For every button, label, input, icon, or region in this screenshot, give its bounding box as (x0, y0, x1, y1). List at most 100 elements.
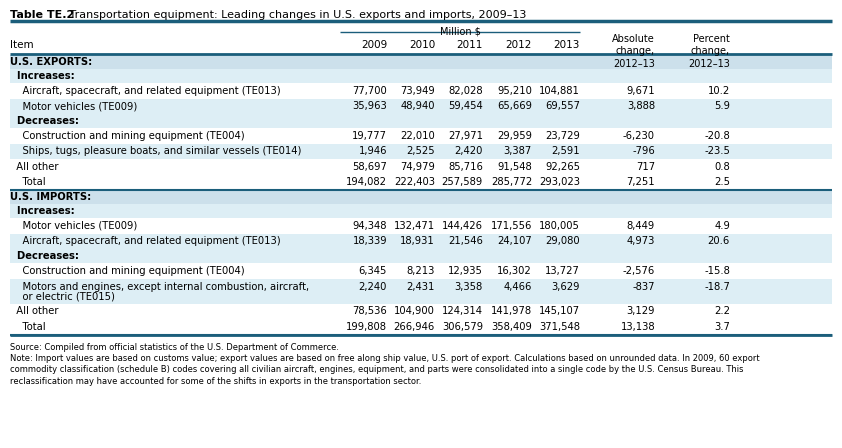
Text: 1,946: 1,946 (359, 146, 387, 156)
Text: Aircraft, spacecraft, and related equipment (TE013): Aircraft, spacecraft, and related equipm… (10, 236, 280, 246)
Text: 8,213: 8,213 (407, 266, 435, 276)
Text: 171,556: 171,556 (491, 221, 532, 231)
Text: 2010: 2010 (408, 40, 435, 50)
Text: 0.8: 0.8 (714, 162, 730, 172)
Text: 2013: 2013 (554, 40, 580, 50)
Text: U.S. IMPORTS:: U.S. IMPORTS: (10, 192, 91, 202)
Text: 2,240: 2,240 (359, 281, 387, 292)
Text: Million $: Million $ (440, 26, 481, 36)
Text: 29,959: 29,959 (497, 131, 532, 141)
Text: 222,403: 222,403 (394, 177, 435, 187)
Text: Increases:: Increases: (10, 206, 75, 216)
Text: Source: Compiled from official statistics of the U.S. Department of Commerce.: Source: Compiled from official statistic… (10, 343, 339, 352)
Text: -18.7: -18.7 (704, 281, 730, 292)
Text: 104,881: 104,881 (539, 86, 580, 96)
Text: 10.2: 10.2 (708, 86, 730, 96)
Text: -2,576: -2,576 (623, 266, 655, 276)
Text: 285,772: 285,772 (491, 177, 532, 187)
Bar (10, 279, 832, 303)
Text: 48,940: 48,940 (401, 101, 435, 111)
Text: 95,210: 95,210 (497, 86, 532, 96)
Text: 18,339: 18,339 (352, 236, 387, 246)
Text: 3,358: 3,358 (455, 281, 483, 292)
Bar (10, 55, 832, 69)
Text: 19,777: 19,777 (352, 131, 387, 141)
Text: 293,023: 293,023 (539, 177, 580, 187)
Bar (10, 69, 832, 83)
Text: Increases:: Increases: (10, 71, 75, 81)
Text: 4.9: 4.9 (714, 221, 730, 231)
Bar (10, 204, 832, 218)
Bar (10, 99, 832, 114)
Text: 2009: 2009 (360, 40, 387, 50)
Text: Absolute
change,
2012–13: Absolute change, 2012–13 (612, 34, 655, 69)
Text: 82,028: 82,028 (449, 86, 483, 96)
Text: 257,589: 257,589 (442, 177, 483, 187)
Text: 16,302: 16,302 (498, 266, 532, 276)
Text: 3,387: 3,387 (504, 146, 532, 156)
Text: 132,471: 132,471 (394, 221, 435, 231)
Text: 59,454: 59,454 (448, 101, 483, 111)
Text: or electric (TE015): or electric (TE015) (10, 292, 115, 302)
Text: 77,700: 77,700 (352, 86, 387, 96)
Text: 8,449: 8,449 (626, 221, 655, 231)
Text: 144,426: 144,426 (442, 221, 483, 231)
Text: 29,080: 29,080 (546, 236, 580, 246)
Text: 13,727: 13,727 (545, 266, 580, 276)
Text: 74,979: 74,979 (400, 162, 435, 172)
Text: 13,138: 13,138 (621, 322, 655, 332)
Text: 21,546: 21,546 (448, 236, 483, 246)
Text: Construction and mining equipment (TE004): Construction and mining equipment (TE004… (10, 131, 245, 141)
Text: Table TE.2: Table TE.2 (10, 10, 74, 20)
Text: Motor vehicles (TE009): Motor vehicles (TE009) (10, 221, 137, 231)
Text: 73,949: 73,949 (400, 86, 435, 96)
Text: 91,548: 91,548 (498, 162, 532, 172)
Text: Decreases:: Decreases: (10, 116, 79, 126)
Text: 3,129: 3,129 (626, 306, 655, 316)
Text: -15.8: -15.8 (704, 266, 730, 276)
Text: 12,935: 12,935 (448, 266, 483, 276)
Text: 266,946: 266,946 (394, 322, 435, 332)
Text: 306,579: 306,579 (442, 322, 483, 332)
Text: 20.6: 20.6 (708, 236, 730, 246)
Text: 3,888: 3,888 (627, 101, 655, 111)
Text: 7,251: 7,251 (626, 177, 655, 187)
Text: 58,697: 58,697 (352, 162, 387, 172)
Text: 2,591: 2,591 (552, 146, 580, 156)
Text: 4,973: 4,973 (626, 236, 655, 246)
Text: 2012: 2012 (506, 40, 532, 50)
Text: 23,729: 23,729 (545, 131, 580, 141)
Text: 22,010: 22,010 (400, 131, 435, 141)
Text: 69,557: 69,557 (545, 101, 580, 111)
Text: U.S. EXPORTS:: U.S. EXPORTS: (10, 57, 93, 67)
Text: 2,525: 2,525 (407, 146, 435, 156)
Text: 3,629: 3,629 (552, 281, 580, 292)
Text: 717: 717 (636, 162, 655, 172)
Text: -796: -796 (632, 146, 655, 156)
Text: All other: All other (10, 162, 58, 172)
Text: All other: All other (10, 306, 58, 316)
Text: Note: Import values are based on customs value; export values are based on free : Note: Import values are based on customs… (10, 353, 759, 386)
Bar (10, 233, 832, 249)
Text: Construction and mining equipment (TE004): Construction and mining equipment (TE004… (10, 266, 245, 276)
Text: 24,107: 24,107 (498, 236, 532, 246)
Text: -20.8: -20.8 (704, 131, 730, 141)
Text: -23.5: -23.5 (704, 146, 730, 156)
Text: 180,005: 180,005 (539, 221, 580, 231)
Text: 35,963: 35,963 (352, 101, 387, 111)
Text: Decreases:: Decreases: (10, 251, 79, 261)
Text: 141,978: 141,978 (491, 306, 532, 316)
Text: Motor vehicles (TE009): Motor vehicles (TE009) (10, 101, 137, 111)
Text: Percent
change,
2012–13: Percent change, 2012–13 (688, 34, 730, 69)
Text: Motors and engines, except internal combustion, aircraft,: Motors and engines, except internal comb… (10, 281, 309, 292)
Text: 85,716: 85,716 (448, 162, 483, 172)
Text: 2011: 2011 (456, 40, 483, 50)
Text: 104,900: 104,900 (394, 306, 435, 316)
Text: 358,409: 358,409 (491, 322, 532, 332)
Text: 145,107: 145,107 (539, 306, 580, 316)
Text: -837: -837 (632, 281, 655, 292)
Text: 65,669: 65,669 (497, 101, 532, 111)
Bar (10, 190, 832, 204)
Text: Total: Total (10, 177, 45, 187)
Text: 124,314: 124,314 (442, 306, 483, 316)
